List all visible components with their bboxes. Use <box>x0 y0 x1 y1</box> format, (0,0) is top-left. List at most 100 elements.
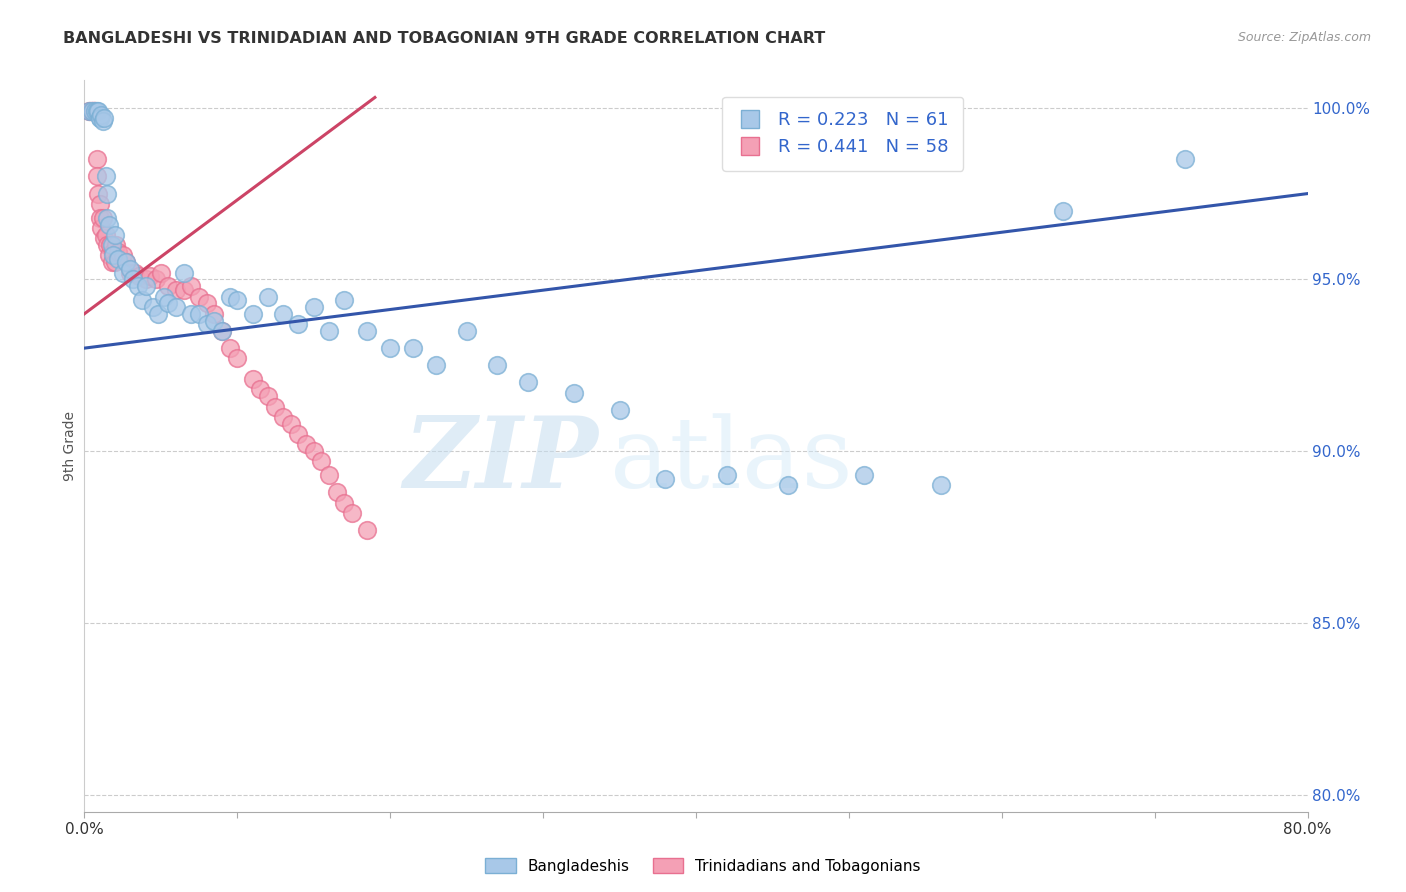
Point <box>96 238 118 252</box>
Point <box>104 227 127 242</box>
Point <box>257 290 280 304</box>
Point <box>211 324 233 338</box>
Point <box>114 255 136 269</box>
Point <box>202 307 225 321</box>
Point <box>77 104 100 119</box>
Point <box>127 279 149 293</box>
Point <box>356 324 378 338</box>
Point <box>302 444 325 458</box>
Point <box>94 227 117 242</box>
Point <box>318 468 340 483</box>
Point <box>776 478 799 492</box>
Point <box>80 104 103 119</box>
Point <box>101 238 124 252</box>
Point <box>333 496 356 510</box>
Point <box>96 186 118 201</box>
Point <box>104 255 127 269</box>
Point <box>716 468 738 483</box>
Point <box>153 290 176 304</box>
Point <box>218 341 240 355</box>
Point <box>1052 203 1074 218</box>
Point <box>101 255 124 269</box>
Legend: Bangladeshis, Trinidadians and Tobagonians: Bangladeshis, Trinidadians and Tobagonia… <box>479 852 927 880</box>
Text: atlas: atlas <box>610 413 853 508</box>
Point <box>80 104 103 119</box>
Text: ZIP: ZIP <box>404 412 598 508</box>
Point <box>486 359 509 373</box>
Point <box>165 300 187 314</box>
Point <box>295 437 318 451</box>
Point <box>157 279 180 293</box>
Point <box>242 372 264 386</box>
Point <box>173 283 195 297</box>
Point <box>83 104 105 119</box>
Point <box>93 111 115 125</box>
Point <box>202 313 225 327</box>
Point <box>84 104 107 119</box>
Point <box>86 153 108 167</box>
Point <box>105 238 128 252</box>
Point <box>287 317 309 331</box>
Point <box>145 272 167 286</box>
Point <box>111 266 134 280</box>
Point <box>264 400 287 414</box>
Point <box>93 231 115 245</box>
Point <box>280 417 302 431</box>
Point <box>79 104 101 119</box>
Point <box>77 104 100 119</box>
Point <box>929 478 952 492</box>
Point <box>97 248 120 262</box>
Point <box>311 454 333 468</box>
Legend: R = 0.223   N = 61, R = 0.441   N = 58: R = 0.223 N = 61, R = 0.441 N = 58 <box>723 96 963 170</box>
Point <box>114 255 136 269</box>
Point <box>356 523 378 537</box>
Point <box>124 266 146 280</box>
Point <box>87 186 110 201</box>
Point <box>271 307 294 321</box>
Point <box>83 104 105 119</box>
Point <box>218 290 240 304</box>
Point <box>89 197 111 211</box>
Point <box>89 211 111 225</box>
Point <box>325 485 347 500</box>
Point <box>90 221 112 235</box>
Point <box>97 218 120 232</box>
Point <box>609 403 631 417</box>
Point <box>654 472 676 486</box>
Point <box>103 248 125 262</box>
Point <box>456 324 478 338</box>
Point <box>107 252 129 266</box>
Point <box>157 296 180 310</box>
Point <box>257 389 280 403</box>
Point <box>94 169 117 184</box>
Point <box>340 506 363 520</box>
Point <box>188 290 211 304</box>
Point <box>91 211 114 225</box>
Point <box>173 266 195 280</box>
Point <box>402 341 425 355</box>
Point <box>180 279 202 293</box>
Point <box>142 300 165 314</box>
Point <box>287 427 309 442</box>
Point <box>122 272 145 286</box>
Text: BANGLADESHI VS TRINIDADIAN AND TOBAGONIAN 9TH GRADE CORRELATION CHART: BANGLADESHI VS TRINIDADIAN AND TOBAGONIA… <box>63 31 825 46</box>
Point <box>135 272 157 286</box>
Point <box>98 238 121 252</box>
Point <box>131 293 153 307</box>
Point <box>135 279 157 293</box>
Point <box>128 268 150 283</box>
Point <box>86 104 108 119</box>
Point <box>107 244 129 259</box>
Point <box>103 244 125 259</box>
Point <box>318 324 340 338</box>
Point <box>180 307 202 321</box>
Point <box>425 359 447 373</box>
Point <box>271 409 294 424</box>
Point <box>91 114 114 128</box>
Point <box>120 262 142 277</box>
Point <box>146 307 169 321</box>
Point <box>165 283 187 297</box>
Point <box>139 268 162 283</box>
Point <box>90 107 112 121</box>
Point <box>84 104 107 119</box>
